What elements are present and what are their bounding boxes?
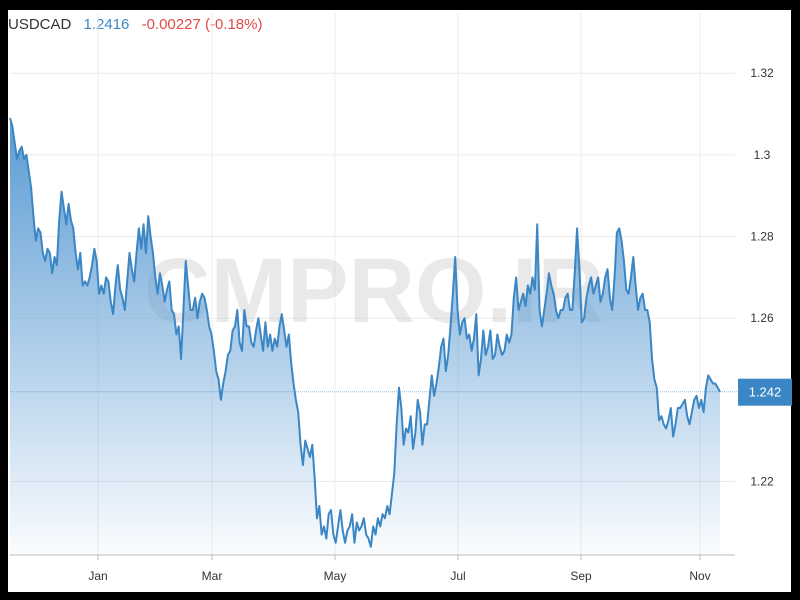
quote-header: USDCAD 1.2416 -0.00227 (-0.18%) (8, 16, 270, 33)
y-tick-label: 1.22 (750, 475, 774, 489)
series-area (10, 118, 720, 556)
symbol-label: USDCAD (8, 16, 72, 33)
last-price-tag: 1.242 (738, 378, 792, 406)
series-line (9, 117, 721, 548)
price-tag-label: 1.242 (749, 385, 782, 400)
x-tick-label: Mar (202, 569, 223, 583)
x-tick-label: Sep (570, 569, 592, 583)
x-tick-label: Jan (88, 569, 107, 583)
y-tick-label: 1.28 (750, 230, 774, 244)
x-tick-label: May (324, 569, 347, 583)
price-tag-background (738, 378, 792, 406)
last-price: 1.2416 (83, 16, 130, 33)
y-tick-label: 1.3 (754, 148, 771, 162)
x-tick-label: Jul (450, 569, 465, 583)
x-tick-label: Nov (689, 569, 710, 583)
y-tick-label: 1.26 (750, 311, 774, 325)
axis-ticks: Jan Mar May Jul Sep Nov 1.22 1.26 1.28 1.3 1.32 (88, 66, 774, 583)
price-change: -0.00227 (-0.18%) (141, 16, 263, 33)
y-tick-label: 1.32 (750, 66, 774, 80)
